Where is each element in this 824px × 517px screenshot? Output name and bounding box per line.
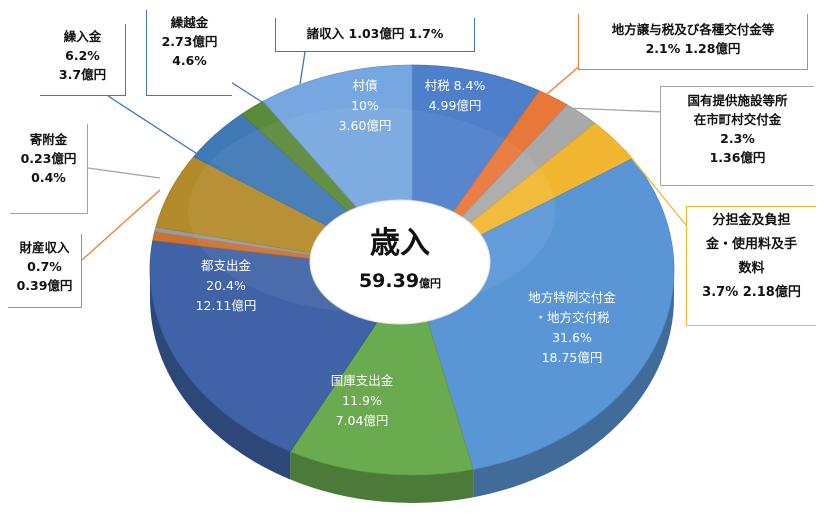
label-sonsai-line2: 10% <box>351 98 379 113</box>
leader-kifukin <box>87 167 161 179</box>
callout-shoshunyu: 諸収入 1.03億円 1.7% <box>275 18 475 52</box>
callout-buntankin-line4: 3.7% 2.18億円 <box>702 285 801 300</box>
callout-zaisan-line3: 0.39億円 <box>16 278 73 293</box>
label-sonzei-line2: 4.99億円 <box>428 98 482 113</box>
label-sonsai-line3: 3.60億円 <box>338 118 392 133</box>
label-toshishutsu: 都支出金 20.4% 12.11億円 <box>184 256 268 316</box>
leader-lines <box>81 51 691 261</box>
leader-kokuyu <box>565 107 665 113</box>
callout-kurikoshi: 繰越金 2.73億円 4.6% <box>146 10 232 96</box>
label-toshishutsu-line1: 都支出金 <box>200 258 251 273</box>
label-tokurei-line4: 18.75億円 <box>541 350 603 365</box>
callout-kurikoshi-line1: 繰越金 <box>170 15 209 30</box>
label-kokko-line1: 国庫支出金 <box>330 373 394 388</box>
slice-tokurei <box>411 158 675 470</box>
callout-kurireki: 繰入金 6.2% 3.7億円 <box>40 24 126 96</box>
callout-jouyozei-line1: 地方譲与税及び各種交付金等 <box>611 22 775 37</box>
callout-kurikoshi-line2: 2.73億円 <box>161 34 218 49</box>
callout-kokuyu: 国有提供施設等所 在市町村交付金 2.3% 1.36億円 <box>660 86 814 186</box>
callout-zaisan: 財産収入 0.7% 0.39億円 <box>8 234 82 308</box>
label-sonzei: 村税 8.4% 4.99億円 <box>410 76 500 116</box>
label-toshishutsu-line3: 12.11億円 <box>195 298 257 313</box>
callout-zaisan-line2: 0.7% <box>27 259 62 274</box>
leader-buntankin <box>624 149 691 231</box>
leader-zaisan <box>81 189 161 261</box>
callout-buntankin: 分担金及負担 金・使用料及手 数料 3.7% 2.18億円 <box>686 206 816 326</box>
total-value: 59.39 <box>358 270 420 292</box>
callout-kokuyu-line3: 2.3% <box>720 131 755 146</box>
center-hole <box>309 199 491 325</box>
chart-title: 歳入 <box>370 226 430 261</box>
callout-shoshunyu-line1: 諸収入 1.03億円 1.7% <box>306 26 444 41</box>
callout-kokuyu-line1: 国有提供施設等所 <box>687 93 788 108</box>
pie-sides <box>150 270 674 504</box>
callout-kifukin-line3: 0.4% <box>31 170 66 185</box>
label-sonzei-line1: 村税 8.4% <box>424 78 486 93</box>
leader-kurireki <box>107 95 223 171</box>
label-kokko: 国庫支出金 11.9% 7.04億円 <box>322 371 402 431</box>
callout-kurireki-line1: 繰入金 <box>63 29 102 44</box>
label-toshishutsu-line2: 20.4% <box>206 278 246 293</box>
callout-kokuyu-line4: 1.36億円 <box>709 150 766 165</box>
callout-kifukin: 寄附金 0.23億円 0.4% <box>10 124 88 214</box>
callout-kokuyu-line2: 在市町村交付金 <box>693 112 782 127</box>
callout-jouyozei-line2: 2.1% 1.28億円 <box>645 41 741 56</box>
label-tokurei-line2: ・地方交付税 <box>534 310 610 325</box>
side-kokko <box>290 451 474 504</box>
label-tokurei-line3: 31.6% <box>552 330 592 345</box>
side-toshishutsu <box>150 270 291 480</box>
callout-kurireki-line2: 6.2% <box>65 48 100 63</box>
callout-kifukin-line2: 0.23億円 <box>20 151 77 166</box>
label-tokurei: 地方特例交付金 ・地方交付税 31.6% 18.75億円 <box>507 288 637 368</box>
callout-buntankin-line3: 数料 <box>738 261 765 276</box>
label-sonsai: 村債 10% 3.60億円 <box>334 76 396 136</box>
leader-jouyozei <box>539 63 583 101</box>
callout-buntankin-line1: 分担金及負担 <box>712 213 791 228</box>
callout-kurikoshi-line3: 4.6% <box>172 53 207 68</box>
callout-jouyozei: 地方譲与税及び各種交付金等 2.1% 1.28億円 <box>578 14 808 70</box>
label-kokko-line2: 11.9% <box>342 393 382 408</box>
label-sonsai-line1: 村債 <box>352 78 378 93</box>
total-unit: 億円 <box>419 277 442 290</box>
chart-total: 59.39億円 <box>318 270 482 292</box>
label-kokko-line3: 7.04億円 <box>335 413 389 428</box>
callout-kurireki-line3: 3.7億円 <box>58 67 107 82</box>
callout-zaisan-line1: 財産収入 <box>19 240 70 255</box>
callout-kifukin-line1: 寄附金 <box>29 132 68 147</box>
callout-buntankin-line2: 金・使用料及手 <box>705 237 797 252</box>
label-tokurei-line1: 地方特例交付金 <box>528 290 616 305</box>
leader-shoshunyu <box>299 51 306 85</box>
side-tokurei <box>473 270 674 498</box>
